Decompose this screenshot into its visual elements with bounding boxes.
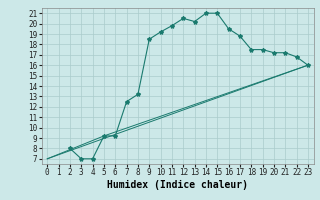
X-axis label: Humidex (Indice chaleur): Humidex (Indice chaleur) <box>107 180 248 190</box>
